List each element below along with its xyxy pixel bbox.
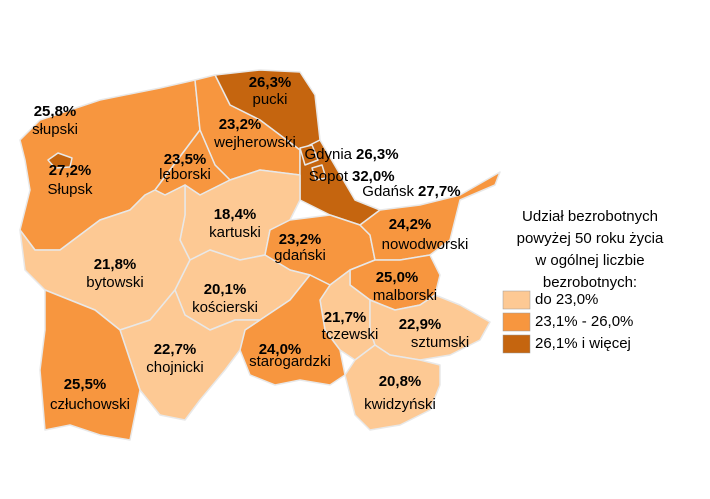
- region-value: 18,4%: [214, 206, 257, 223]
- region: [344, 344, 441, 431]
- legend-swatch: [502, 312, 531, 332]
- legend-label: 26,1% i więcej: [535, 335, 631, 352]
- region: [47, 152, 73, 169]
- region-name: sztumski: [411, 334, 469, 351]
- region: [311, 164, 327, 181]
- region-name: słupski: [32, 121, 78, 138]
- legend-title: Udział bezrobotnych: [522, 208, 658, 225]
- region: [299, 144, 319, 166]
- region-name: człuchowski: [50, 396, 130, 413]
- region-name: Sopot: [309, 168, 349, 185]
- legend-label: 23,1% - 26,0%: [535, 313, 633, 330]
- region-value: 27,2%: [49, 162, 92, 179]
- region-name: kościerski: [192, 299, 258, 316]
- region-value: 27,7%: [418, 183, 461, 200]
- region-name: tczewski: [322, 326, 379, 343]
- region-name: kartuski: [209, 224, 261, 241]
- region-value: 26,3%: [356, 146, 399, 163]
- region-name: chojnicki: [146, 359, 204, 376]
- legend-swatch: [502, 290, 531, 310]
- region-value: 25,5%: [64, 376, 107, 393]
- legend-title: bezrobotnych:: [543, 274, 637, 291]
- region-value: 25,0%: [376, 269, 419, 286]
- region-value: 24,2%: [389, 216, 432, 233]
- legend-label: do 23,0%: [535, 291, 598, 308]
- region-value: 23,5%: [164, 151, 207, 168]
- region-value: 24,0%: [259, 341, 302, 358]
- legend: Udział bezrobotnych powyżej 50 roku życia…: [502, 208, 664, 354]
- region-value: 32,0%: [352, 168, 395, 185]
- region-name: pucki: [252, 91, 287, 108]
- region-name: malborski: [373, 287, 437, 304]
- region: [119, 289, 261, 421]
- region-value: 21,8%: [94, 256, 137, 273]
- region: [39, 289, 141, 441]
- region-name: Gdynia: [304, 146, 352, 163]
- legend-title: w ogólnej liczbie: [534, 252, 644, 269]
- region-labels: 26,3%pucki25,8%słupski27,2%Słupsk23,2%we…: [32, 74, 469, 413]
- region-value: 23,2%: [219, 116, 262, 133]
- region-name: Gdańsk: [362, 183, 414, 200]
- region: [359, 171, 501, 261]
- legend-swatch: [502, 334, 531, 354]
- region-name: gdański: [274, 247, 326, 264]
- region-value: 26,3%: [249, 74, 292, 91]
- region-value: 25,8%: [34, 103, 77, 120]
- region-name: Słupsk: [47, 181, 93, 198]
- region-name: wejherowski: [213, 134, 296, 151]
- region-value: 21,7%: [324, 309, 367, 326]
- region-value: 23,2%: [279, 231, 322, 248]
- region-value: 22,7%: [154, 341, 197, 358]
- region-name: kwidzyński: [364, 396, 436, 413]
- regions: [19, 69, 501, 441]
- region-name: lęborski: [159, 166, 211, 183]
- region-value: 20,8%: [379, 373, 422, 390]
- region-name: nowodworski: [382, 236, 469, 253]
- region-value: 20,1%: [204, 281, 247, 298]
- region-name: bytowski: [86, 274, 144, 291]
- region-value: 22,9%: [399, 316, 442, 333]
- region-name: starogardzki: [249, 353, 331, 370]
- legend-title: powyżej 50 roku życia: [517, 230, 664, 247]
- region: [369, 294, 491, 361]
